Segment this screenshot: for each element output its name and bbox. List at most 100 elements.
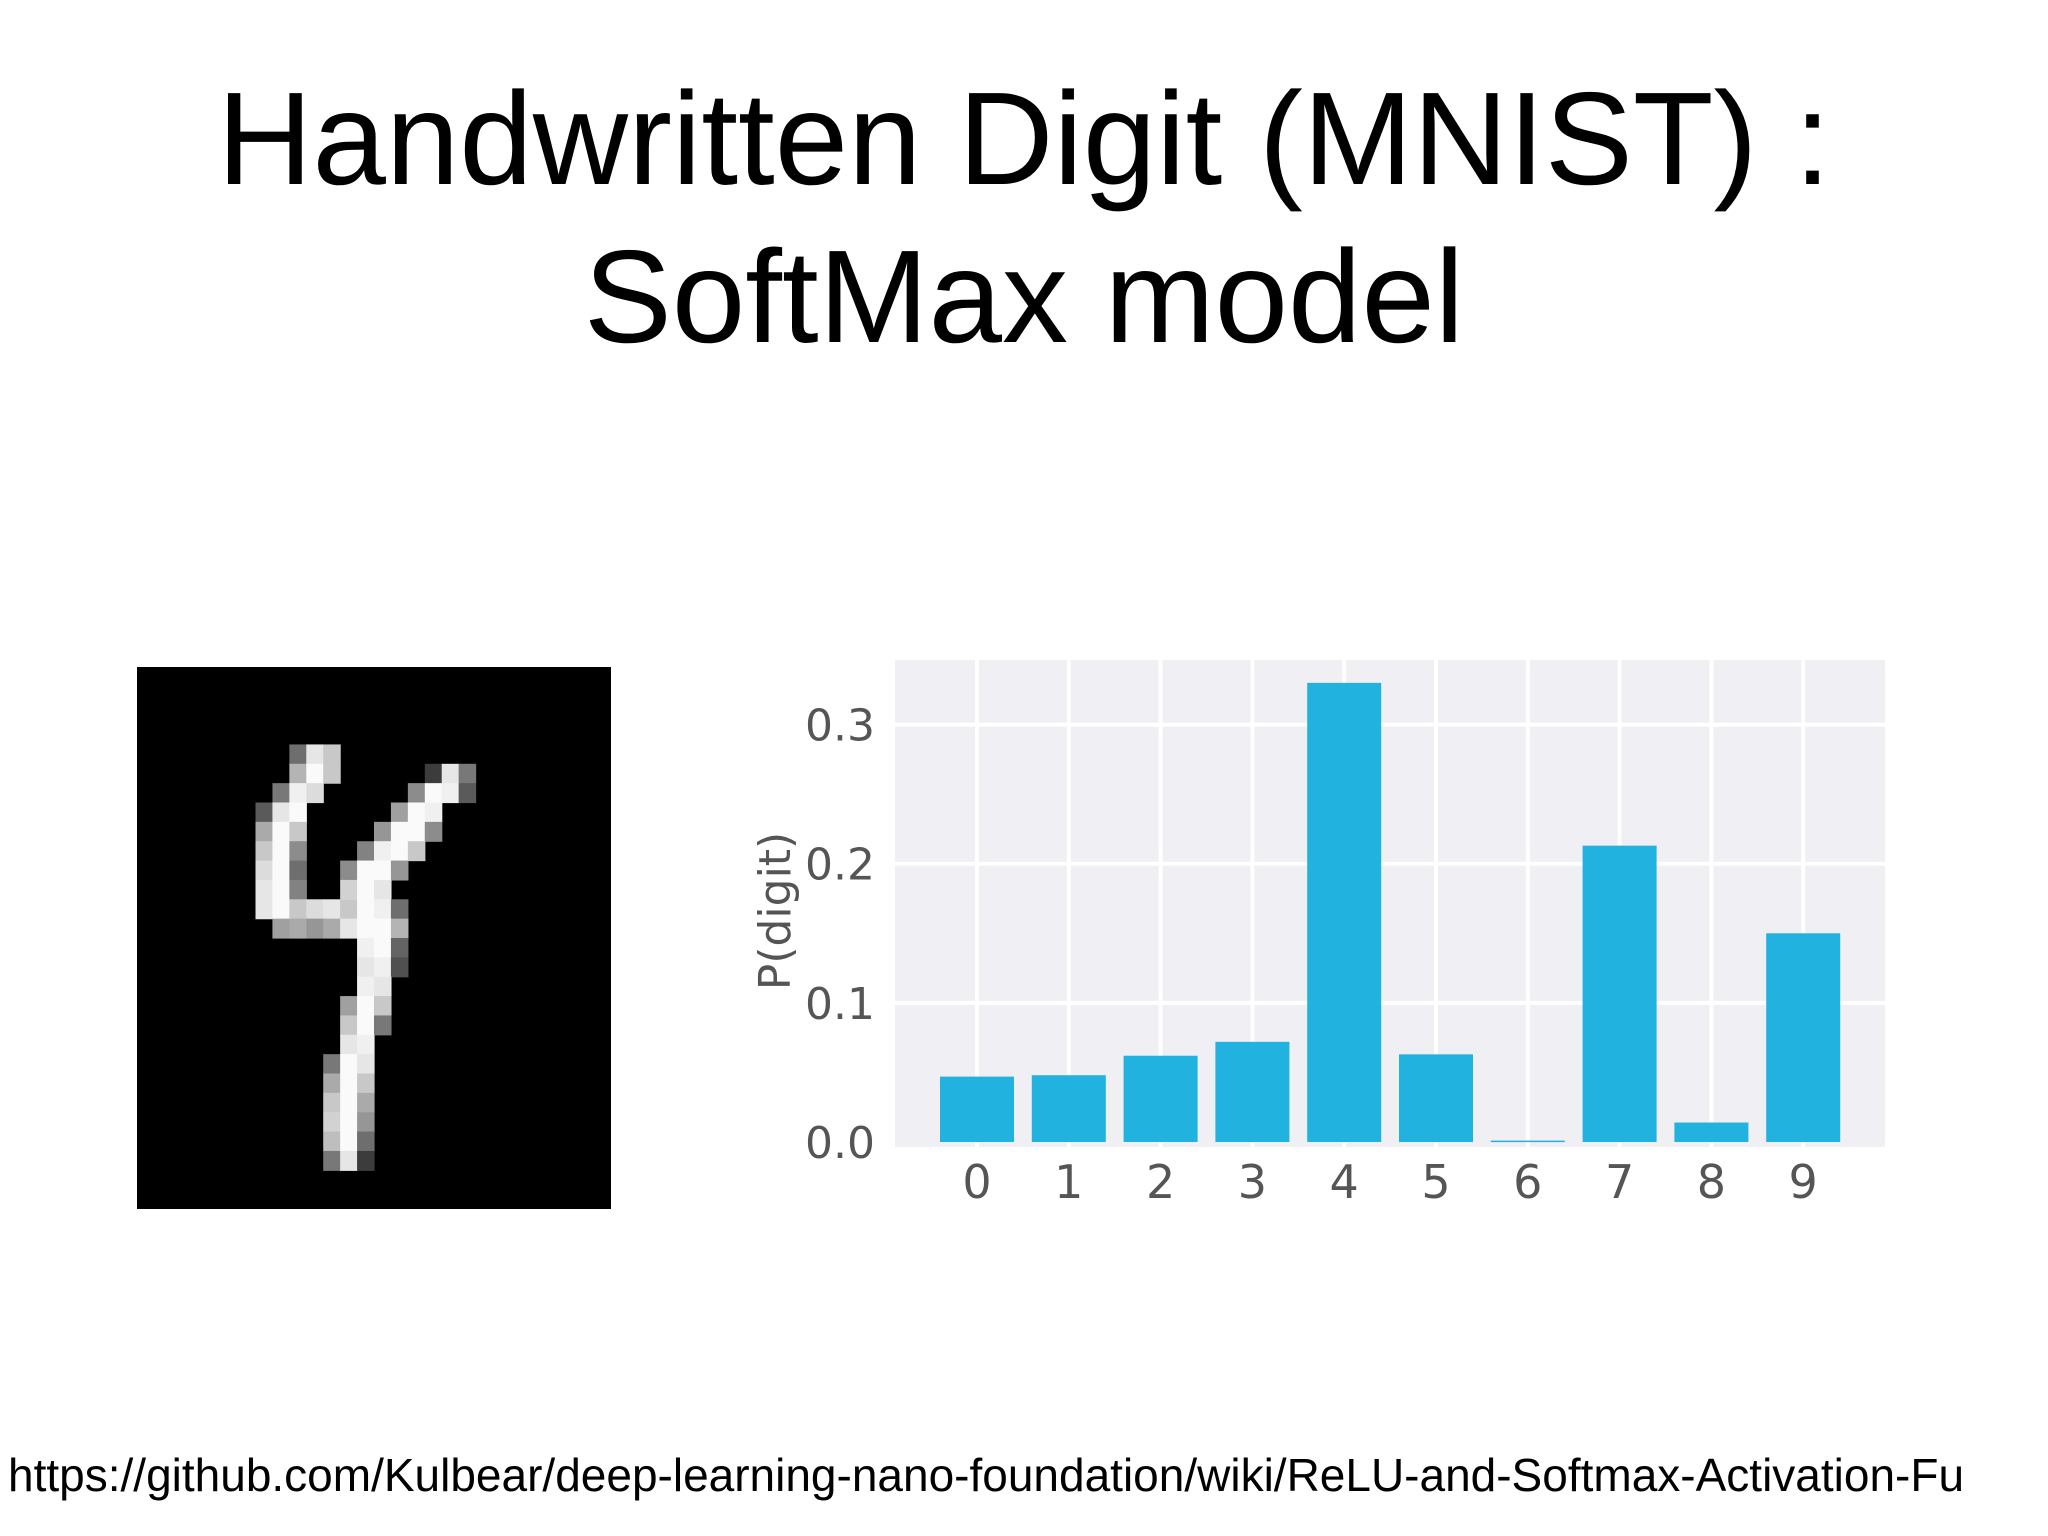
bar-digit-2 [1123,1055,1198,1142]
bar-digit-6 [1490,1140,1565,1143]
digit-pixel [289,899,307,920]
digit-pixel [390,860,409,881]
plot-area [895,660,1885,1147]
bar-digit-4 [1307,682,1382,1142]
digit-pixel [424,821,443,842]
digit-pixel [390,918,409,939]
digit-pixel [357,1054,375,1075]
digit-pixel [407,802,426,823]
x-tick-label: 8 [1697,1155,1726,1200]
handwritten-digit-4-picture [255,744,477,1171]
digit-pixel [255,841,274,862]
digit-pixel [357,879,375,900]
digit-pixel [340,899,358,920]
digit-pixel [323,1054,341,1075]
digit-pixel [306,918,324,939]
digit-pixel [390,802,409,823]
digit-pixel [407,841,426,862]
digit-pixel [424,763,443,784]
digit-pixel [340,918,358,939]
digit-pixel [340,1073,358,1094]
digit-pixel [323,918,341,939]
digit-pixel [357,996,375,1017]
y-axis-label: P(digit) [750,832,801,990]
digit-pixel [441,763,460,784]
digit-pixel [272,783,290,804]
digit-pixel [340,1015,358,1036]
digit-pixel [357,918,375,939]
digit-pixel [357,1092,375,1113]
x-tick-label: 5 [1421,1155,1450,1200]
digit-pixel [323,1112,341,1133]
y-tick-label: 0.1 [805,979,875,1030]
slide-title: Handwritten Digit (MNIST) : SoftMax mode… [0,60,2048,376]
digit-pixel [289,783,307,804]
digit-pixel [340,1034,358,1055]
digit-pixel [289,918,307,939]
digit-pixel [340,1112,358,1133]
digit-pixel [272,879,290,900]
digit-pixel [340,996,358,1017]
x-tick-label: 1 [1054,1155,1083,1200]
digit-pixel [272,841,290,862]
digit-pixel [357,899,375,920]
digit-pixel [374,821,392,842]
digit-pixel [255,860,274,881]
digit-pixel [340,1092,358,1113]
digit-pixel [306,899,324,920]
digit-pixel [357,1150,375,1171]
digit-pixel [323,1092,341,1113]
bar-digit-5 [1399,1054,1473,1142]
digit-pixel [424,783,443,804]
digit-pixel [390,899,409,920]
digit-pixel [272,802,290,823]
digit-pixel [374,976,392,997]
digit-pixel [306,763,324,784]
source-url[interactable]: https://github.com/Kulbear/deep-learning… [8,1449,1965,1501]
digit-pixel [374,957,392,978]
y-tick-label: 0.2 [805,840,875,891]
digit-pixel [323,899,341,920]
mnist-digit-image [137,667,611,1209]
digit-pixel [340,1150,358,1171]
digit-pixel [289,821,307,842]
digit-pixel [323,1073,341,1094]
softmax-bar-chart: 0.0 0.1 0.2 0.3 0 1 2 3 4 5 6 7 8 9 P(digit) [720,640,1920,1200]
digit-pixel [255,879,274,900]
x-tick-label: 6 [1513,1155,1542,1200]
x-tick-label: 4 [1330,1155,1359,1200]
digit-pixel [272,918,290,939]
digit-pixel [340,1131,358,1152]
digit-pixel [323,763,341,784]
digit-pixel [407,821,426,842]
digit-pixel [357,841,375,862]
bar-digit-7 [1582,845,1657,1142]
bar-digit-8 [1674,1122,1749,1142]
digit-pixel [289,744,307,765]
slide-title-line-2: SoftMax model [583,223,1465,370]
digit-pixel [390,957,409,978]
digit-pixel [390,938,409,958]
digit-pixel [374,996,392,1017]
digit-pixel [374,860,392,881]
digit-pixel [357,938,375,958]
digit-pixel [424,802,443,823]
digit-pixel [374,899,392,920]
bar-chart-canvas: 0.0 0.1 0.2 0.3 0 1 2 3 4 5 6 7 8 9 P(digit) [750,660,1885,1200]
digit-pixel [306,783,324,804]
digit-pixel [306,744,324,765]
digit-pixel [441,783,460,804]
digit-pixel [289,841,307,862]
slide-title-line-1: Handwritten Digit (MNIST) : [217,65,1831,212]
digit-pixel [357,976,375,997]
digit-pixel [374,841,392,862]
digit-pixel [289,802,307,823]
digit-pixel [340,1054,358,1075]
digit-pixel [323,1131,341,1152]
y-tick-label: 0.3 [805,701,875,752]
digit-pixel [255,821,274,842]
digit-pixel [357,1073,375,1094]
digit-pixel [374,1015,392,1036]
digit-pixel [289,879,307,900]
digit-pixel [255,899,274,920]
